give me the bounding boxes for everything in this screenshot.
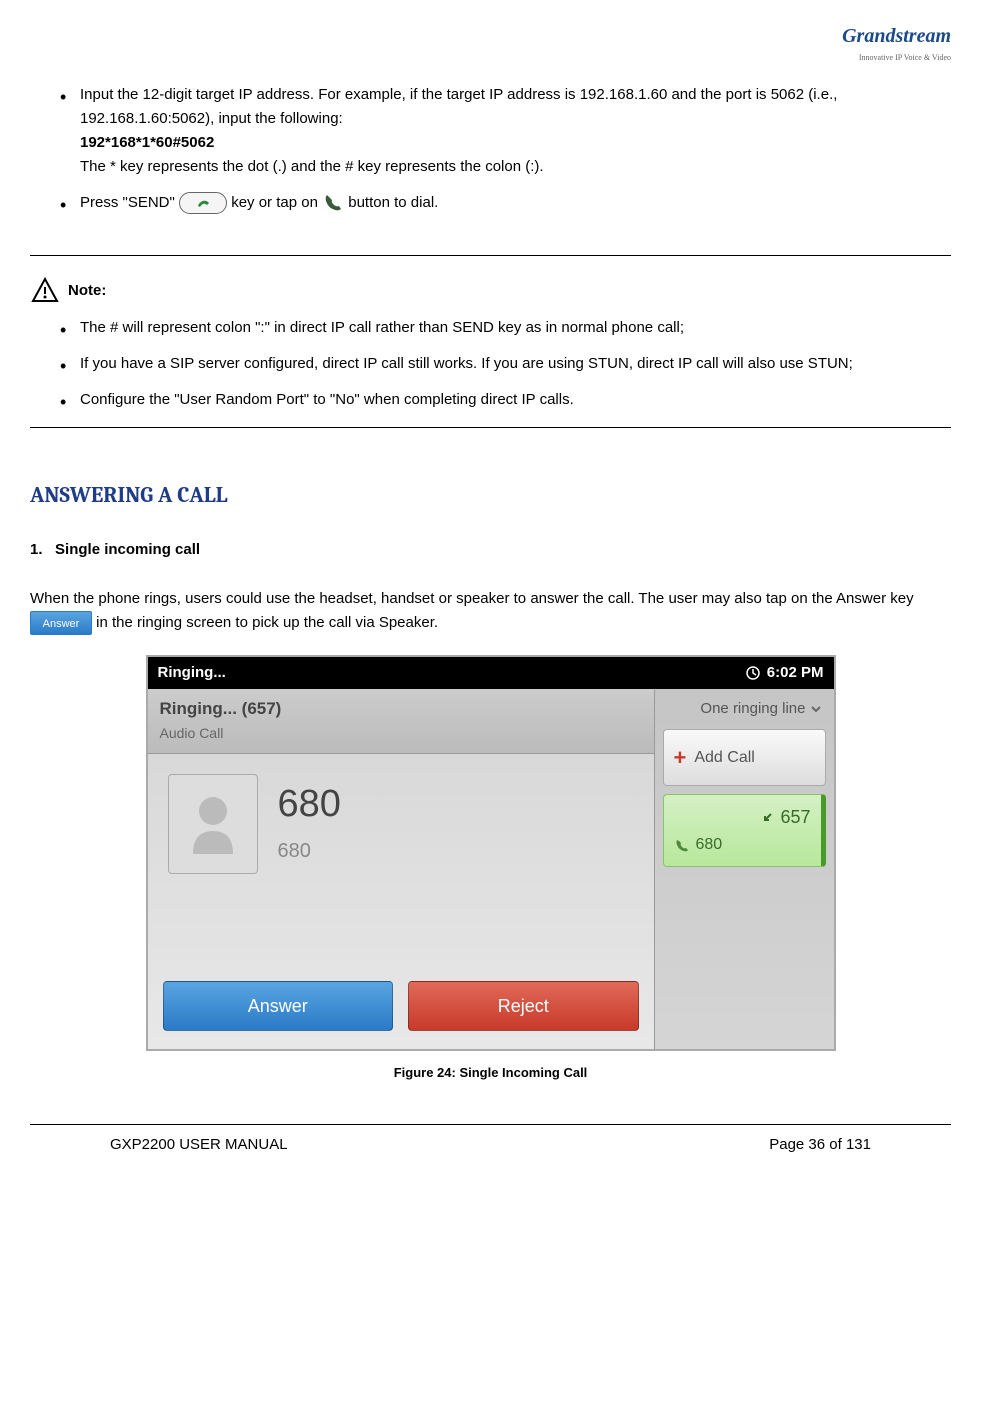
add-call-label: Add Call xyxy=(694,745,754,771)
answer-button[interactable]: Answer xyxy=(163,981,394,1031)
para-post: in the ringing screen to pick up the cal… xyxy=(96,614,438,631)
ringing-line-label: One ringing line xyxy=(663,697,826,721)
note-rule-top xyxy=(30,255,951,256)
caller-big: 680 xyxy=(278,774,341,835)
bullet-text-1b: The * key represents the dot (.) and the… xyxy=(80,158,544,175)
bullet-ip-input: Input the 12-digit target IP address. Fo… xyxy=(60,83,951,179)
subsection-1: 1. Single incoming call xyxy=(30,538,951,562)
b2-pre: Press "SEND" xyxy=(80,194,179,211)
send-key-icon xyxy=(179,192,227,214)
footer-left: GXP2200 USER MANUAL xyxy=(110,1133,288,1157)
line-bot-row: 680 xyxy=(674,832,811,858)
line-top-row: 657 xyxy=(674,803,811,832)
warning-icon xyxy=(30,276,60,306)
footer-right: Page 36 of 131 xyxy=(769,1133,871,1157)
page-footer: GXP2200 USER MANUAL Page 36 of 131 xyxy=(30,1125,951,1157)
bullet-text-1-bold: 192*168*1*60#5062 xyxy=(80,134,214,151)
para-pre: When the phone rings, users could use th… xyxy=(30,590,914,607)
status-left: Ringing... xyxy=(158,661,226,685)
instruction-list-1: Input the 12-digit target IP address. Fo… xyxy=(30,83,951,215)
status-right: 6:02 PM xyxy=(745,661,824,685)
bullet-text-1a: Input the 12-digit target IP address. Fo… xyxy=(80,86,837,127)
handset-icon xyxy=(674,837,690,853)
line-top: 657 xyxy=(780,803,810,832)
caller-numbers: 680 680 xyxy=(278,774,341,867)
figure-caption: Figure 24: Single Incoming Call xyxy=(30,1063,951,1084)
ringing-bar: Ringing... (657) Audio Call xyxy=(148,689,654,754)
logo-text: Grandstream Innovative IP Voice & Video xyxy=(842,20,951,65)
logo-sub: Innovative IP Voice & Video xyxy=(842,52,951,65)
plus-icon: + xyxy=(674,740,687,775)
phone-screenshot: Ringing... 6:02 PM Ringing... (657) Audi… xyxy=(146,655,836,1051)
logo-main: Grandstream xyxy=(842,25,951,47)
note-header: Note: xyxy=(30,276,951,306)
note-label: Note: xyxy=(68,279,106,303)
answer-paragraph: When the phone rings, users could use th… xyxy=(30,587,951,635)
note-item-3: Configure the "User Random Port" to "No"… xyxy=(60,388,951,412)
phone-right-pane: One ringing line + Add Call 657 680 xyxy=(654,689,834,1049)
figure-24-wrap: Ringing... 6:02 PM Ringing... (657) Audi… xyxy=(30,655,951,1084)
phone-left-pane: Ringing... (657) Audio Call 680 680 Answ… xyxy=(148,689,654,1049)
bullet-press-send: Press "SEND" key or tap on button to dia… xyxy=(60,191,951,215)
caller-small: 680 xyxy=(278,835,341,867)
add-call-button[interactable]: + Add Call xyxy=(663,729,826,786)
ringing-sub: Audio Call xyxy=(160,722,642,744)
sub1-num: 1. xyxy=(30,541,43,558)
phone-body: Ringing... (657) Audio Call 680 680 Answ… xyxy=(148,689,834,1049)
phone-status-bar: Ringing... 6:02 PM xyxy=(148,657,834,689)
ringing-title: Ringing... (657) xyxy=(160,695,642,722)
b2-post: button to dial. xyxy=(348,194,438,211)
status-time: 6:02 PM xyxy=(767,661,824,685)
chevron-down-icon xyxy=(810,703,822,715)
header-logo-area: Grandstream Innovative IP Voice & Video xyxy=(30,20,951,68)
section-heading: ANSWERING A CALL xyxy=(30,478,951,513)
note-item-2: If you have a SIP server configured, dir… xyxy=(60,352,951,376)
b2-mid: key or tap on xyxy=(231,194,322,211)
right-label-text: One ringing line xyxy=(700,697,805,721)
answer-button-inline: Answer xyxy=(30,611,92,635)
line-bot: 680 xyxy=(696,832,723,858)
call-button-row: Answer Reject xyxy=(148,981,654,1049)
incoming-arrow-icon xyxy=(760,811,774,825)
sub1-title: Single incoming call xyxy=(55,541,200,558)
active-line-card[interactable]: 657 680 xyxy=(663,794,826,866)
note-item-1: The # will represent colon ":" in direct… xyxy=(60,316,951,340)
note-list: The # will represent colon ":" in direct… xyxy=(30,316,951,412)
dial-handset-icon xyxy=(322,192,344,214)
caller-area: 680 680 xyxy=(148,754,654,981)
avatar-placeholder xyxy=(168,774,258,874)
clock-icon xyxy=(745,665,761,681)
reject-button[interactable]: Reject xyxy=(408,981,639,1031)
note-rule-bottom xyxy=(30,427,951,428)
